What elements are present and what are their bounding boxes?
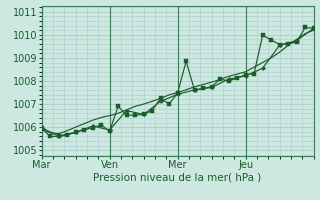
X-axis label: Pression niveau de la mer( hPa ): Pression niveau de la mer( hPa ) — [93, 173, 262, 183]
